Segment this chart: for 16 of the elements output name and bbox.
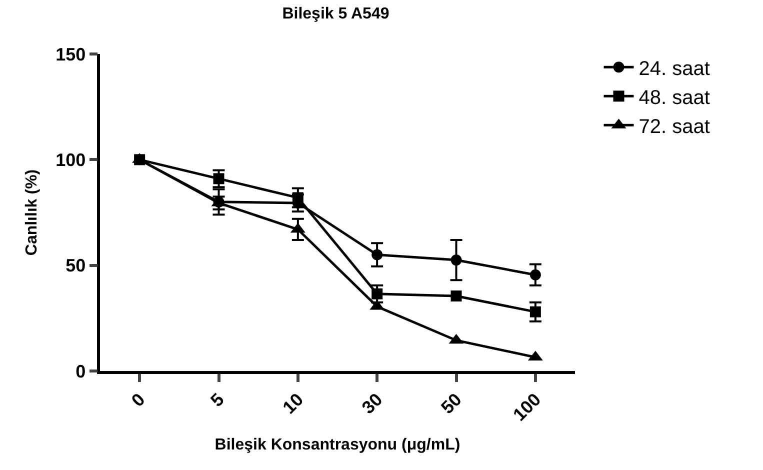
chart-title: Bileşik 5 A549 (282, 5, 390, 22)
x-tick-label: 30 (358, 389, 386, 418)
y-tick-label: 0 (76, 361, 86, 382)
x-tick-label: 100 (509, 389, 545, 425)
legend-label: 72. saat (638, 116, 710, 138)
x-tick-label: 50 (437, 389, 466, 418)
y-tick-label: 100 (56, 150, 86, 170)
y-tick-label: 50 (66, 256, 86, 276)
x-tick-label: 0 (128, 389, 149, 411)
legend-label: 24. saat (638, 58, 710, 80)
x-tick-label: 10 (278, 389, 308, 418)
y-tick-label: 150 (56, 44, 86, 64)
legend-label: 48. saat (638, 86, 710, 109)
x-axis-title: Bileşik Konsantrasyonu (μg/mL) (214, 436, 460, 454)
x-tick-label: 5 (206, 389, 228, 411)
y-axis-title: Canlılık (%) (24, 169, 41, 256)
